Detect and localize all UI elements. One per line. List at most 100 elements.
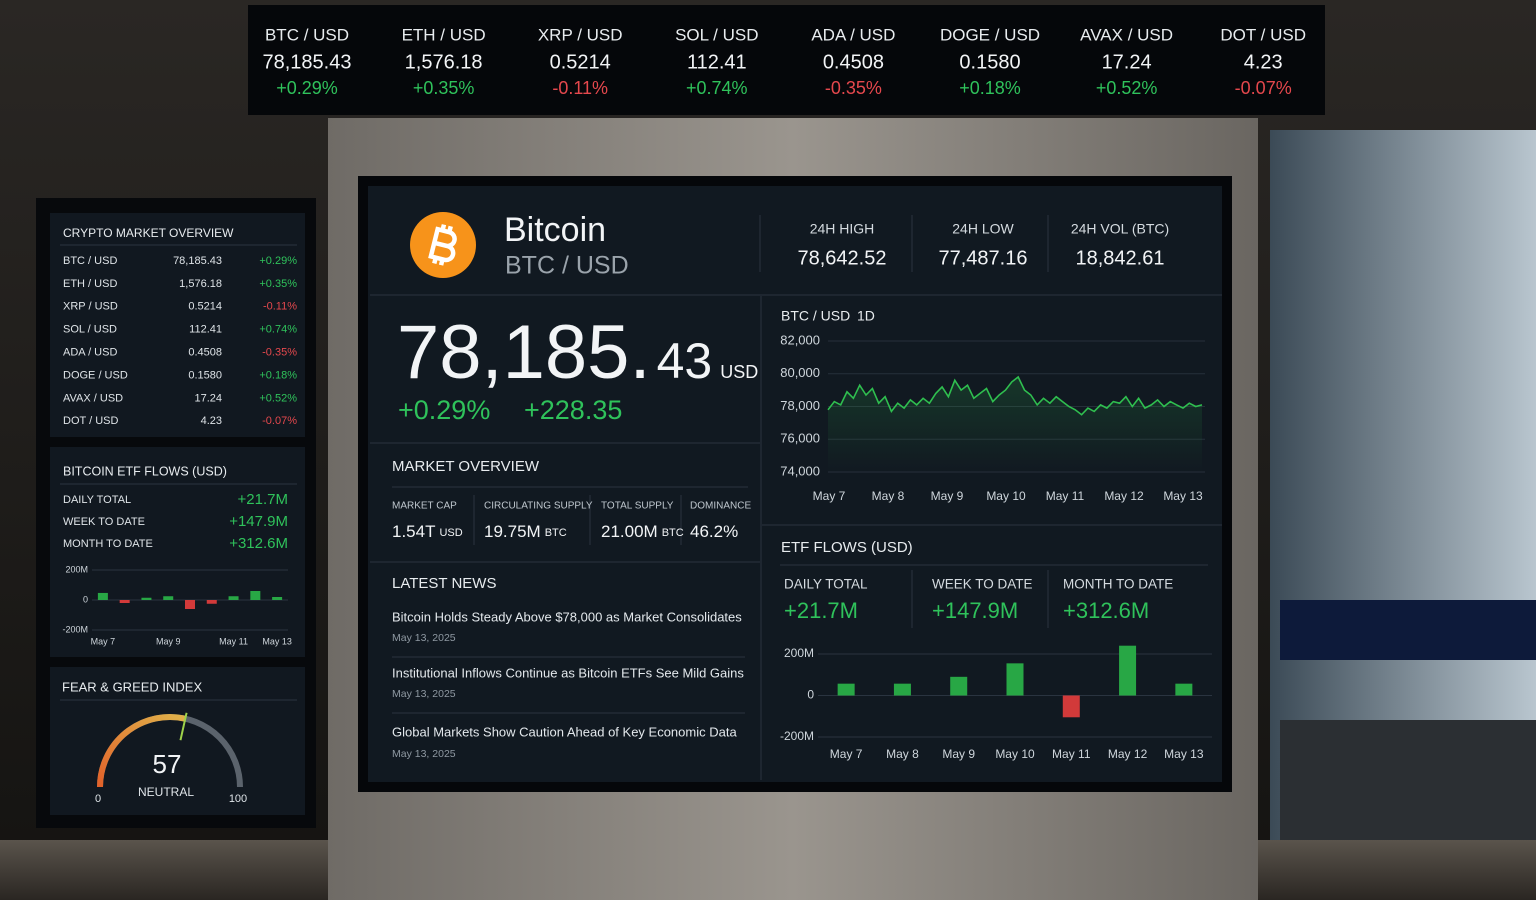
asset-name: Bitcoin: [504, 211, 606, 249]
news-date: May 13, 2025: [392, 688, 456, 700]
row-pair: BTC / USD: [63, 255, 117, 267]
ticker-price: 0.1580: [959, 51, 1020, 73]
row-change: -0.35%: [262, 347, 297, 359]
stat-label: MONTH TO DATE: [63, 538, 153, 550]
row-pair: XRP / USD: [63, 301, 118, 313]
row-price: 17.24: [194, 392, 222, 404]
ticker-pair: ETH / USD: [402, 25, 486, 44]
news-headline: Institutional Inflows Continue as Bitcoi…: [392, 665, 744, 680]
x-tick-label: May 9: [942, 747, 975, 761]
etf-label: WEEK TO DATE: [932, 577, 1033, 592]
y-tick-label: 200M: [65, 564, 88, 574]
ticker-pair: BTC / USD: [265, 25, 349, 44]
row-change: +0.29%: [259, 255, 297, 267]
news-date: May 13, 2025: [392, 632, 456, 644]
row-price: 0.4508: [188, 347, 222, 359]
bar: [272, 597, 283, 600]
market-value: 1.54T USD: [392, 522, 463, 541]
y-tick-label: 0: [807, 688, 814, 702]
bar: [837, 683, 855, 696]
row-price: 1,576.18: [179, 278, 222, 290]
market-label: TOTAL SUPPLY: [601, 501, 674, 512]
price-currency: USD: [720, 362, 758, 382]
ticker-price: 0.5214: [550, 51, 611, 73]
ticker-change: +0.35%: [413, 78, 475, 98]
price: 78,185. 43 USD: [397, 310, 758, 395]
stat-value: +312.6M: [229, 535, 288, 552]
row-change: +0.52%: [259, 392, 297, 404]
stat-label: 24H VOL (BTC): [1071, 221, 1169, 237]
logo-b: [428, 226, 457, 263]
row-pair: AVAX / USD: [63, 392, 123, 404]
stat-label: 24H HIGH: [810, 221, 875, 237]
section-title: LATEST NEWS: [392, 575, 496, 592]
panel-title: BITCOIN ETF FLOWS (USD): [63, 464, 227, 478]
chart-subtitle: 1D: [857, 308, 875, 324]
change-pct: +0.29%: [398, 395, 490, 425]
market-label: CIRCULATING SUPPLY: [484, 501, 593, 512]
row-pair: ETH / USD: [63, 278, 117, 290]
stat-label: 24H LOW: [952, 221, 1014, 237]
x-tick-label: May 13: [1164, 747, 1204, 761]
x-tick-label: May 7: [813, 489, 846, 503]
price-main: 78,185.: [397, 310, 651, 395]
x-tick-label: May 8: [886, 747, 919, 761]
ticker-change: -0.11%: [552, 78, 608, 98]
ticker-pair: SOL / USD: [675, 25, 758, 44]
y-tick-label: 78,000: [780, 398, 820, 413]
gauge-needle: [179, 712, 188, 741]
bar: [206, 600, 217, 604]
y-tick-label: 82,000: [780, 332, 820, 347]
dividers: [60, 215, 1222, 780]
overview-box: [50, 213, 305, 437]
x-tick-label: May 7: [830, 747, 863, 761]
x-tick-label: May 13: [1163, 489, 1203, 503]
market-number: 21.00M: [601, 522, 658, 541]
row-pair: DOGE / USD: [63, 369, 128, 381]
market-number: 19.75M: [484, 522, 541, 541]
ticker-price: 1,576.18: [405, 51, 483, 73]
ticker-change: +0.18%: [959, 78, 1021, 98]
bar: [1062, 695, 1080, 718]
bar: [119, 600, 130, 603]
y-tick-label: 74,000: [780, 463, 820, 478]
row-change: +0.18%: [259, 369, 297, 381]
y-tick-label: -200M: [62, 624, 88, 634]
ticker-pair: AVAX / USD: [1080, 25, 1173, 44]
ticker-change: +0.29%: [276, 78, 338, 98]
ticker-pair: DOT / USD: [1220, 25, 1306, 44]
market-value: 46.2%: [690, 522, 738, 541]
market-label: DOMINANCE: [690, 501, 751, 512]
office-ticker: [1280, 600, 1536, 660]
row-change: -0.11%: [263, 301, 297, 313]
ticker-change: -0.07%: [1235, 78, 1292, 98]
ticker-board: [248, 5, 1325, 115]
news-date: May 13, 2025: [392, 748, 456, 760]
x-tick-label: May 11: [219, 636, 248, 646]
etf-value: +312.6M: [1063, 598, 1149, 623]
chart-title: BTC / USD: [781, 308, 850, 324]
row-pair: ADA / USD: [63, 347, 117, 359]
bar: [97, 592, 108, 600]
x-tick-label: May 12: [1108, 747, 1148, 761]
gauge-value-label: 57: [153, 749, 182, 779]
gauge-max: 100: [229, 793, 247, 805]
panel-title: FEAR & GREED INDEX: [62, 679, 202, 694]
bar: [228, 596, 239, 600]
market-unit: BTC: [545, 527, 567, 539]
ticker-change: -0.35%: [825, 78, 882, 98]
gauge-min: 0: [95, 793, 101, 805]
etf-label: DAILY TOTAL: [784, 577, 868, 592]
ticker-pair: XRP / USD: [538, 25, 623, 44]
news-headline: Global Markets Show Caution Ahead of Key…: [392, 724, 737, 739]
x-tick-label: May 10: [986, 489, 1026, 503]
row-change: +0.74%: [259, 324, 297, 336]
bar: [893, 683, 911, 696]
etf-value: +21.7M: [784, 598, 858, 623]
stat-value: 18,842.61: [1076, 247, 1165, 269]
ticker-price: 78,185.43: [263, 51, 352, 73]
bar: [1175, 683, 1193, 696]
gauge-label: NEUTRAL: [138, 785, 194, 799]
market-label: MARKET CAP: [392, 501, 457, 512]
